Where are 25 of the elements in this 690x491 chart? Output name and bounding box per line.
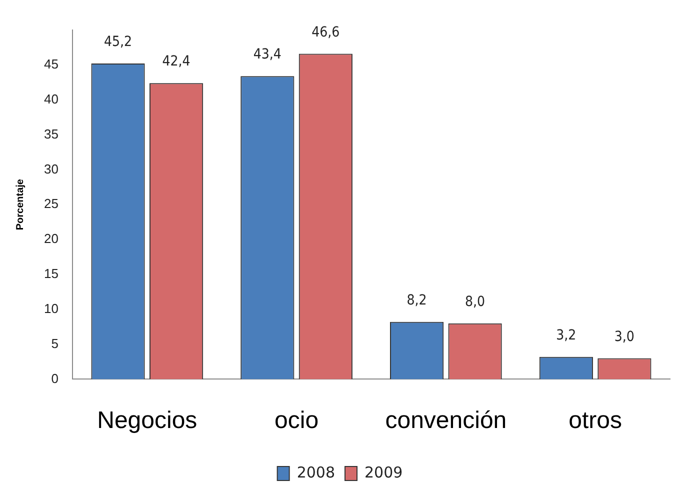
- data-label: 46,6: [312, 24, 340, 40]
- legend-label: 2008: [296, 463, 336, 482]
- y-tick-label: 15: [44, 266, 58, 282]
- y-tick-label: 10: [44, 300, 58, 316]
- y-tick-label: 30: [44, 161, 58, 176]
- x-tick-label: Negocios: [97, 407, 198, 434]
- y-tick-label: 20: [44, 231, 58, 246]
- y-tick-label: 0: [51, 370, 58, 386]
- legend-label: 2009: [364, 463, 403, 482]
- data-label: 43,4: [253, 46, 282, 63]
- x-tick-label: convención: [385, 407, 507, 434]
- y-tick-label: 5: [51, 336, 58, 351]
- y-tick-label: 45: [44, 56, 58, 72]
- y-tick-label: 40: [44, 91, 58, 106]
- data-label: 45,2: [104, 34, 132, 50]
- data-label: 42,4: [162, 54, 190, 70]
- x-tick-label: otros: [568, 407, 622, 434]
- y-tick-label: 25: [44, 196, 58, 212]
- data-label: 3,0: [614, 328, 634, 345]
- data-label: 8,2: [406, 292, 427, 309]
- data-label: 3,2: [556, 327, 576, 344]
- data-label: 8,0: [465, 294, 486, 310]
- y-axis-title: Porcentaje: [14, 178, 26, 230]
- y-tick-label: 35: [44, 126, 58, 142]
- x-tick-label: ocio: [274, 407, 319, 434]
